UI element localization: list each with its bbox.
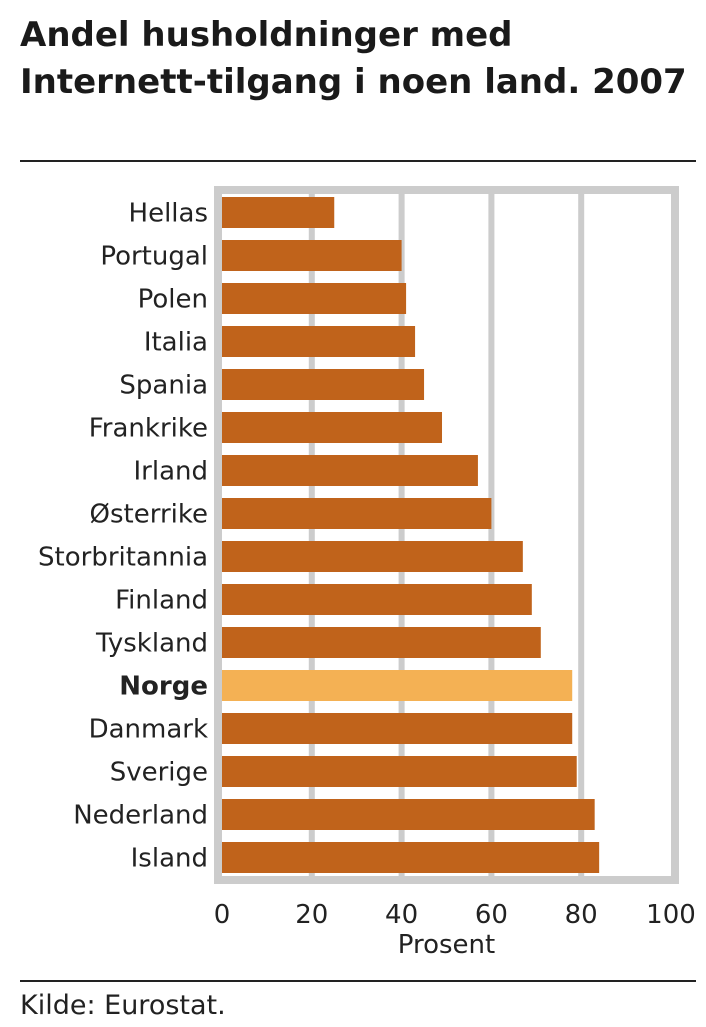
bar-4 <box>222 369 425 400</box>
title-divider <box>20 160 696 162</box>
bar-3 <box>222 326 416 357</box>
category-label-0: Hellas <box>129 199 208 229</box>
bar-1 <box>222 240 402 271</box>
category-label-2: Polen <box>138 285 208 315</box>
bar-5 <box>222 412 443 443</box>
footer-divider <box>20 980 696 982</box>
bar-9 <box>222 584 532 615</box>
x-axis-label: Prosent <box>398 930 495 960</box>
category-label-15: Island <box>131 844 208 874</box>
category-label-4: Spania <box>119 371 208 401</box>
bar-13 <box>222 756 577 787</box>
bar-10 <box>222 627 541 658</box>
category-label-8: Storbritannia <box>38 543 208 573</box>
x-tick-label-20: 20 <box>295 900 328 930</box>
bar-15 <box>222 842 600 873</box>
x-tick-label-100: 100 <box>646 900 696 930</box>
category-label-11: Norge <box>119 672 208 702</box>
bar-8 <box>222 541 523 572</box>
category-label-9: Finland <box>115 586 208 616</box>
category-label-10: Tyskland <box>95 629 208 659</box>
bar-0 <box>222 197 335 228</box>
bar-6 <box>222 455 478 486</box>
x-tick-label-40: 40 <box>385 900 418 930</box>
source-note: Kilde: Eurostat. <box>20 990 226 1021</box>
x-tick-label-80: 80 <box>565 900 598 930</box>
category-label-14: Nederland <box>73 801 208 831</box>
category-label-5: Frankrike <box>89 414 208 444</box>
bar-2 <box>222 283 407 314</box>
category-label-7: Østerrike <box>90 500 208 530</box>
bar-11 <box>222 670 573 701</box>
category-label-3: Italia <box>144 328 208 358</box>
category-label-13: Sverige <box>110 758 208 788</box>
bar-7 <box>222 498 492 529</box>
bar-12 <box>222 713 573 744</box>
plot-frame <box>214 186 679 884</box>
bar-14 <box>222 799 595 830</box>
chart-title: Andel husholdninger med Internett-tilgan… <box>20 15 687 102</box>
x-tick-label-60: 60 <box>475 900 508 930</box>
category-label-6: Irland <box>134 457 209 487</box>
x-tick-label-0: 0 <box>214 900 231 930</box>
category-label-1: Portugal <box>100 242 208 272</box>
category-label-12: Danmark <box>89 715 208 745</box>
